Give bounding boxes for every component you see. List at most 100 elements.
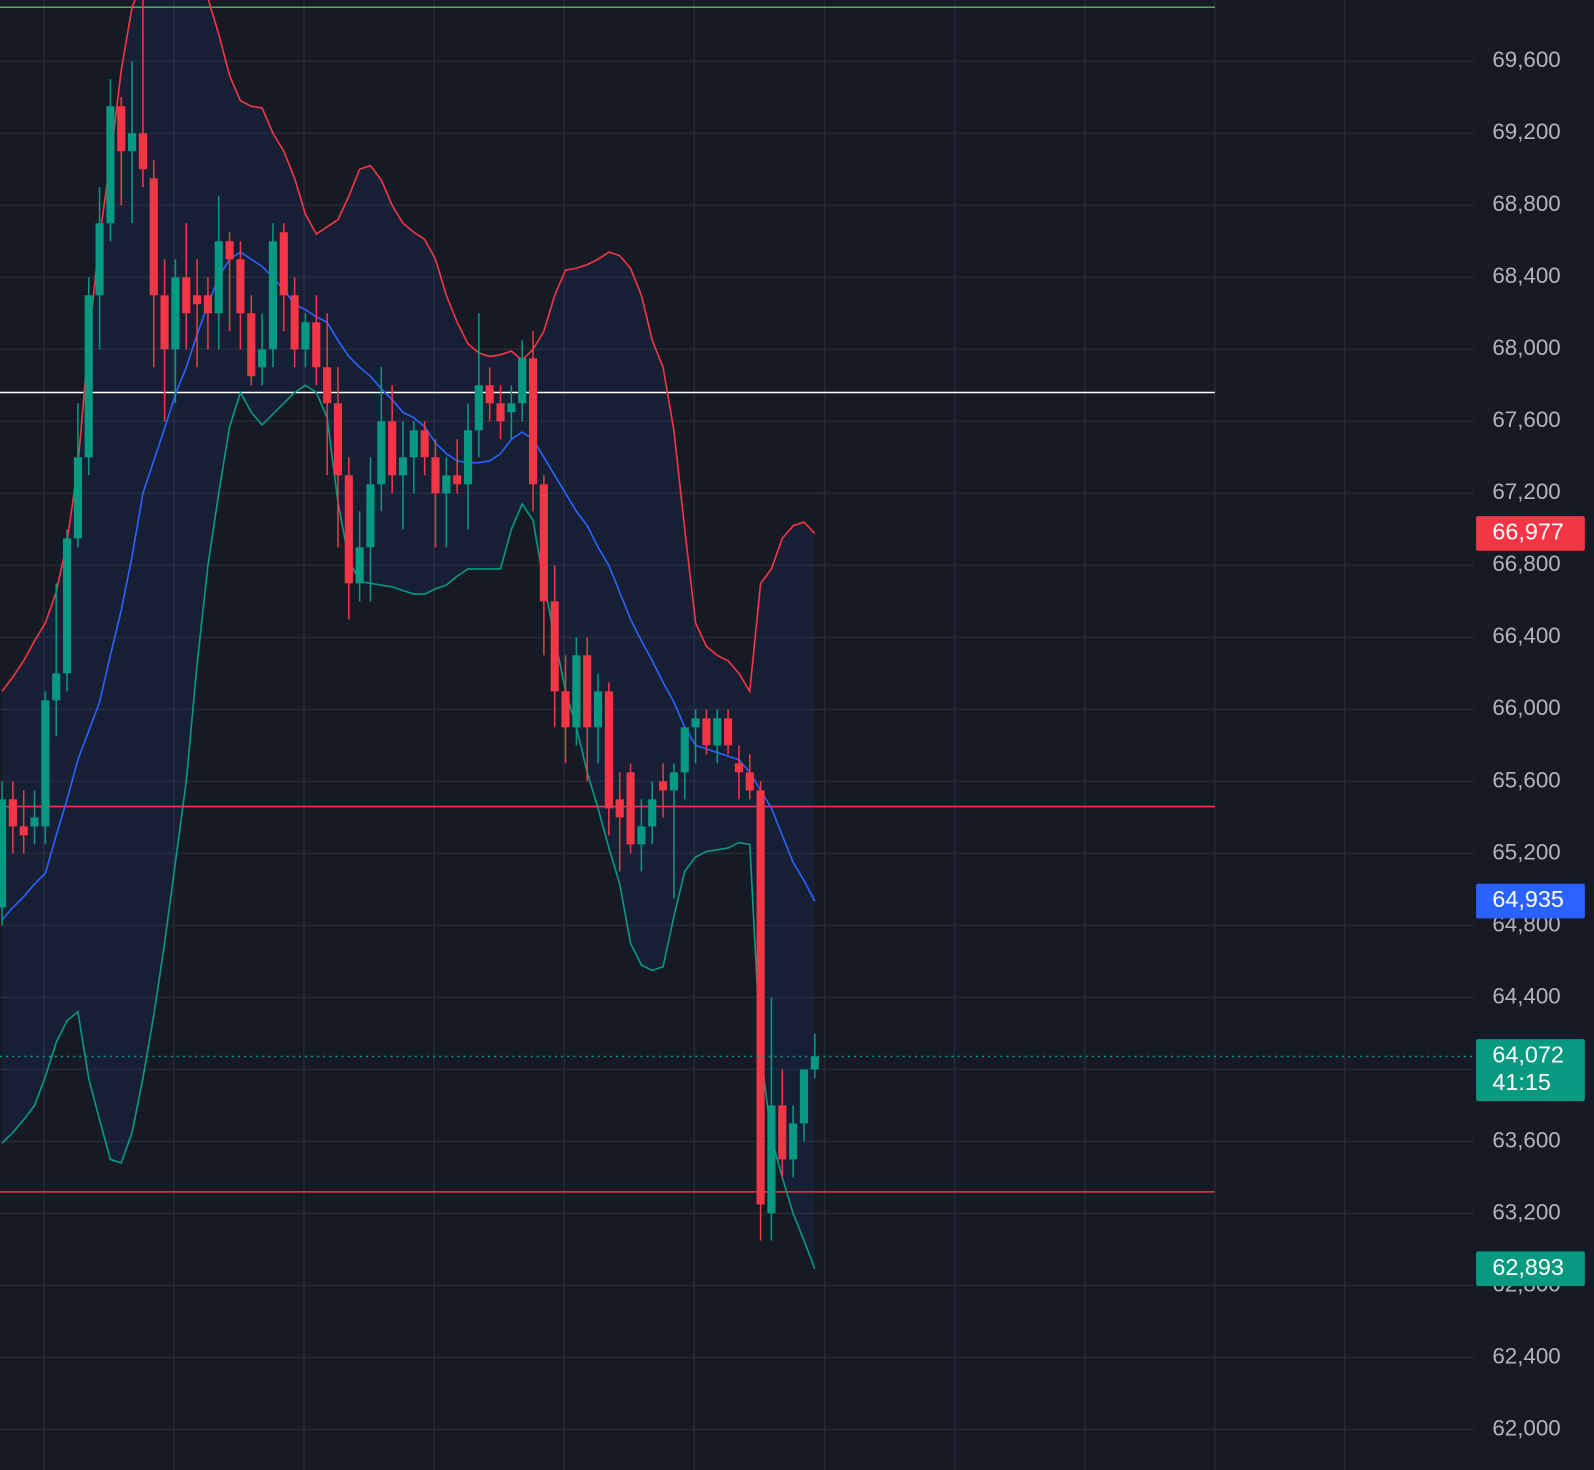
price-tag-label: 66,977 bbox=[1492, 519, 1564, 545]
candle-body bbox=[171, 277, 180, 350]
candle-body bbox=[214, 241, 223, 314]
candle-body bbox=[30, 817, 39, 827]
candle-body bbox=[333, 403, 343, 476]
y-tick-label: 68,800 bbox=[1492, 191, 1560, 216]
candle-body bbox=[756, 790, 765, 1205]
candle-body bbox=[258, 349, 267, 368]
candle-body bbox=[398, 457, 408, 476]
candle-body bbox=[420, 430, 429, 458]
candle-body bbox=[19, 826, 28, 836]
price-tag bbox=[1476, 516, 1585, 551]
candle-body bbox=[442, 475, 451, 494]
candle-body bbox=[431, 457, 440, 494]
countdown: 41:15 bbox=[1492, 1069, 1551, 1095]
candle-body bbox=[366, 484, 375, 548]
candle-body bbox=[799, 1069, 809, 1124]
band-fill bbox=[2, 0, 815, 1269]
y-tick-label: 65,600 bbox=[1492, 767, 1560, 792]
candle-body bbox=[182, 277, 191, 314]
candle-body bbox=[95, 223, 104, 296]
candle-body bbox=[41, 700, 50, 827]
candle-body bbox=[0, 799, 7, 908]
candle-body bbox=[561, 691, 570, 728]
candle-body bbox=[323, 367, 332, 404]
candle-body bbox=[62, 538, 72, 674]
candle-body bbox=[8, 799, 17, 827]
candle-body bbox=[572, 655, 581, 728]
y-tick-label: 69,600 bbox=[1492, 47, 1560, 72]
y-tick-label: 65,200 bbox=[1492, 839, 1560, 864]
candle-body bbox=[485, 385, 494, 404]
candle-body bbox=[301, 322, 310, 350]
candle-body bbox=[496, 403, 505, 422]
candle-body bbox=[149, 178, 158, 296]
y-tick-label: 66,800 bbox=[1492, 551, 1560, 576]
candle-body bbox=[355, 547, 364, 584]
plot-area bbox=[0, 0, 1215, 1270]
price-tag-label: 64,072 bbox=[1492, 1042, 1564, 1068]
candle-body bbox=[713, 718, 722, 746]
y-tick-label: 67,600 bbox=[1492, 407, 1560, 432]
candle-body bbox=[73, 457, 82, 539]
candle-body bbox=[539, 484, 548, 602]
candle-body bbox=[138, 133, 147, 170]
y-tick-label: 67,200 bbox=[1492, 479, 1560, 504]
price-tag bbox=[1476, 1251, 1585, 1286]
horizontal-grid bbox=[0, 60, 1475, 1431]
candle-body bbox=[117, 106, 126, 152]
y-tick-label: 62,400 bbox=[1492, 1343, 1560, 1368]
band-line bbox=[1, 384, 816, 1270]
candle-body bbox=[648, 799, 657, 827]
y-tick-label: 64,400 bbox=[1492, 983, 1560, 1008]
y-tick-label: 63,200 bbox=[1492, 1199, 1560, 1224]
y-tick-label: 69,200 bbox=[1492, 119, 1560, 144]
y-tick-label: 66,000 bbox=[1492, 695, 1560, 720]
candle-body bbox=[225, 241, 234, 260]
y-tick-label: 68,400 bbox=[1492, 263, 1560, 288]
candle-body bbox=[279, 232, 288, 296]
candle-body bbox=[518, 358, 527, 404]
candle-body bbox=[593, 691, 603, 728]
price-tag bbox=[1476, 1039, 1585, 1102]
candle-body bbox=[453, 475, 462, 485]
candle-body bbox=[84, 295, 93, 458]
price-tag-label: 64,935 bbox=[1492, 886, 1564, 912]
vertical-grid bbox=[42, 0, 1346, 1470]
candle-body bbox=[659, 781, 668, 791]
candle-body bbox=[767, 1105, 776, 1214]
candle-body bbox=[128, 133, 137, 152]
candle-body bbox=[626, 772, 635, 845]
candle-body bbox=[778, 1105, 787, 1160]
candle-body bbox=[388, 421, 397, 476]
candle-body bbox=[734, 763, 743, 773]
candle-body bbox=[745, 772, 754, 791]
candle-body bbox=[680, 727, 689, 773]
candle-body bbox=[290, 295, 299, 350]
price-tag bbox=[1476, 883, 1585, 919]
candle-body bbox=[247, 313, 256, 377]
candle-body bbox=[344, 475, 353, 584]
candle-body bbox=[193, 295, 202, 305]
candle-body bbox=[312, 322, 321, 368]
price-tag-label: 62,893 bbox=[1492, 1254, 1564, 1280]
price-axis: 62,00062,40062,80063,20063,60064,00064,4… bbox=[1492, 47, 1560, 1440]
candle-body bbox=[463, 430, 473, 485]
candle-body bbox=[724, 718, 733, 746]
y-tick-label: 66,400 bbox=[1492, 623, 1560, 648]
candle-body bbox=[604, 691, 613, 809]
band-line bbox=[1, 0, 816, 694]
candle-body bbox=[377, 421, 386, 485]
candle-body bbox=[615, 799, 624, 818]
candle-body bbox=[637, 826, 646, 845]
candle-body bbox=[702, 718, 711, 746]
candle-body bbox=[669, 772, 678, 791]
candle-body bbox=[691, 718, 700, 728]
candle-body bbox=[52, 673, 61, 701]
y-tick-label: 62,000 bbox=[1492, 1415, 1560, 1440]
candle-body bbox=[810, 1056, 819, 1070]
candle-body bbox=[160, 295, 169, 350]
candle-body bbox=[528, 358, 538, 485]
